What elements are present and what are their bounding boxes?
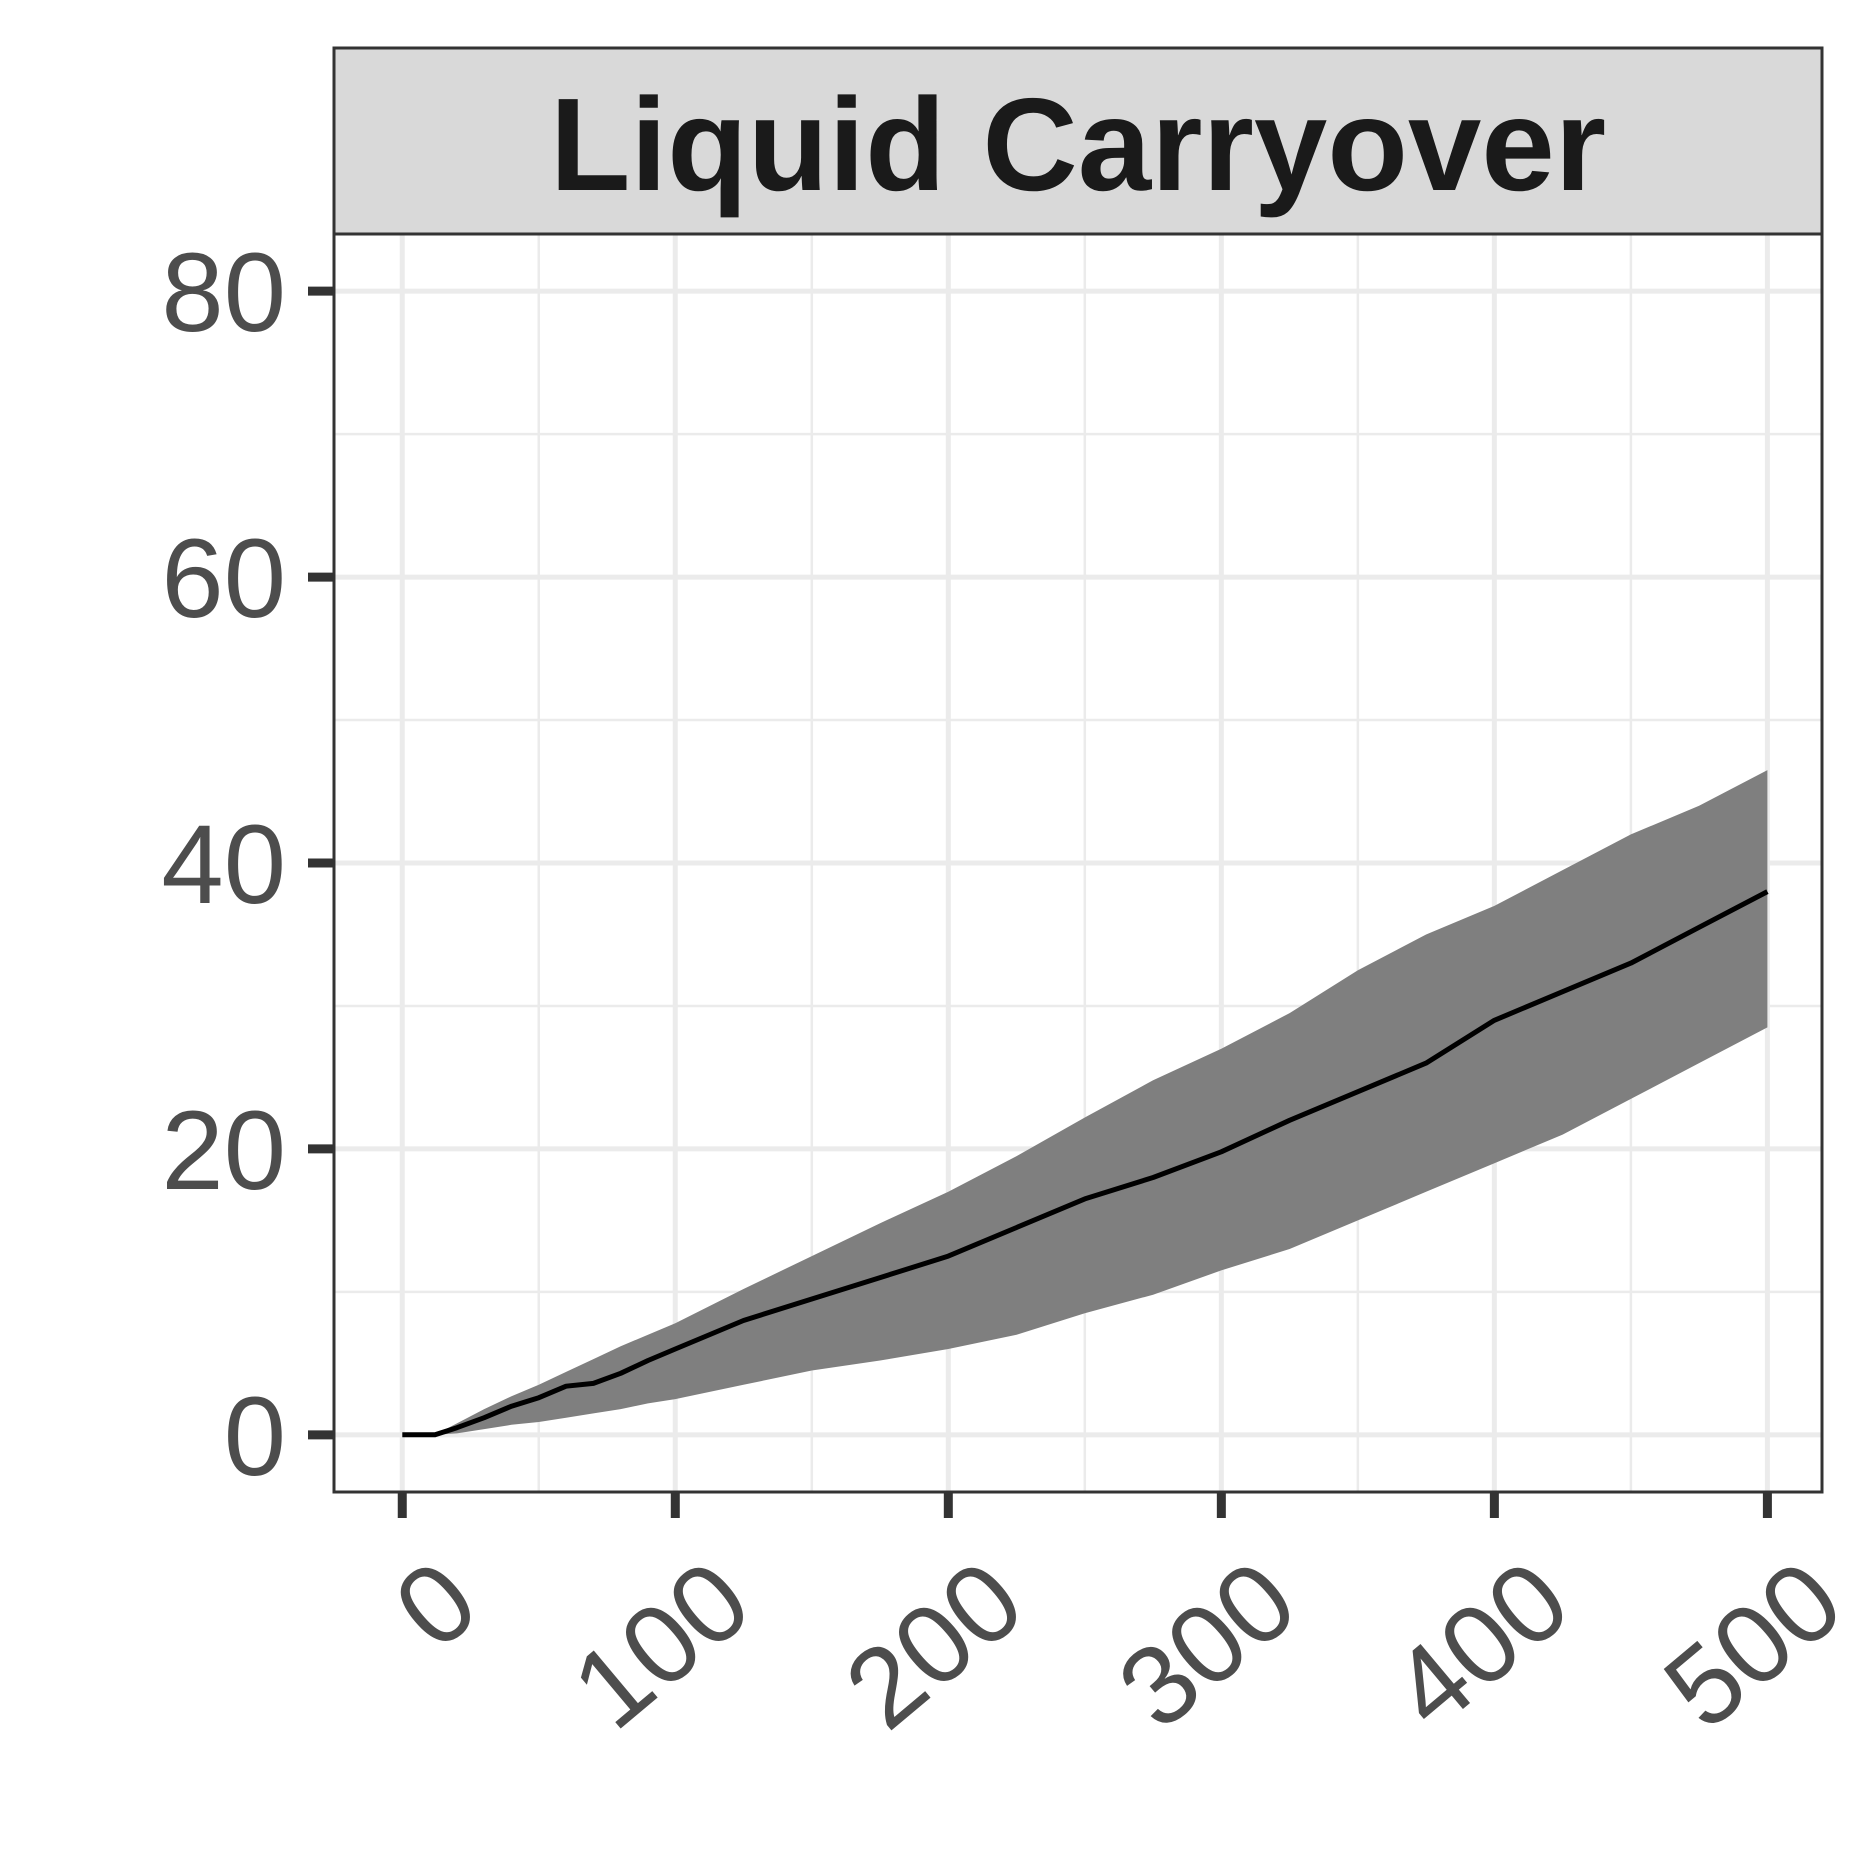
- grid-major: [334, 234, 1822, 1492]
- y-tick-label: 0: [224, 1374, 286, 1499]
- band-layer: [402, 770, 1768, 1435]
- y-axis: 0 20 40 60 80: [161, 230, 334, 1499]
- chart-title: Liquid Carryover: [550, 71, 1606, 218]
- line-layer: [402, 889, 1769, 1438]
- mean-line: [402, 889, 1769, 1438]
- y-tick-label: 40: [161, 802, 286, 927]
- confidence-band: [402, 770, 1768, 1435]
- facet-strip: [332, 46, 1824, 236]
- y-tick-label: 20: [161, 1088, 286, 1213]
- y-tick-label: 60: [161, 516, 286, 641]
- y-tick-label: 80: [161, 230, 286, 355]
